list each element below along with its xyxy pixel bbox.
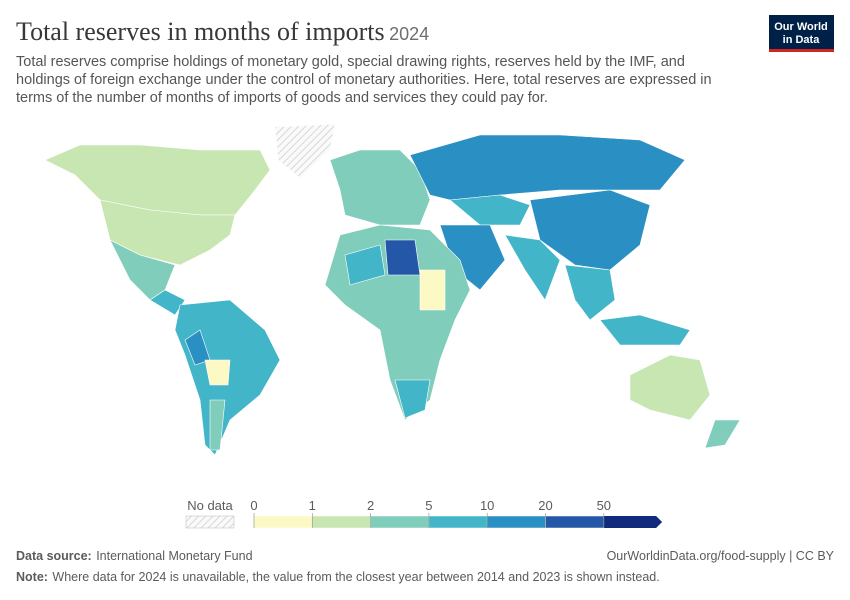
greenland <box>274 123 336 179</box>
subtitle: Total reserves comprise holdings of mone… <box>16 54 685 70</box>
southeast-asia <box>564 264 616 321</box>
legend-tick-label: 1 <box>309 498 316 513</box>
central-asia <box>449 194 531 226</box>
china <box>529 189 651 271</box>
note: Note: Where data for 2024 is unavailable… <box>16 568 660 585</box>
legend-tick-label: 50 <box>597 498 611 513</box>
no-data-swatch <box>185 515 235 529</box>
legend-tick-label: 2 <box>367 498 374 513</box>
indonesia <box>599 314 691 346</box>
logo-text: in Data <box>783 34 821 46</box>
legend-tick-label: 20 <box>538 498 552 513</box>
legend-bin <box>253 515 313 529</box>
subtitle: holdings of foreign exchange under the c… <box>16 72 712 88</box>
europe <box>329 149 431 226</box>
legend-tick-label: 10 <box>480 498 494 513</box>
legend-bin <box>486 515 546 529</box>
central-america <box>149 289 186 316</box>
url[interactable]: OurWorldinData.org/food-supply | CC BY <box>607 549 835 563</box>
new-zealand <box>704 419 741 449</box>
bolivia <box>204 359 231 386</box>
algeria <box>344 244 386 286</box>
logo[interactable]: Our World in Data <box>769 15 834 52</box>
libya <box>384 239 421 276</box>
legend-bin <box>603 516 663 528</box>
source: Data source: International Monetary Fund <box>16 547 253 564</box>
russia <box>409 134 686 201</box>
legend: No data 0 1 2 5 10 20 50 <box>185 498 663 529</box>
india <box>504 234 561 301</box>
legend-tick-label: 5 <box>425 498 432 513</box>
legend-bin <box>312 515 371 529</box>
legend-bin <box>428 515 488 529</box>
legend-bin <box>545 515 605 529</box>
legend-bin <box>370 515 430 529</box>
argentina <box>209 399 226 451</box>
legend-tick-label: 0 <box>250 498 257 513</box>
sudan <box>419 269 446 311</box>
map <box>44 123 741 456</box>
australia <box>629 354 711 421</box>
canada <box>44 144 271 216</box>
no-data-label: No data <box>187 498 233 513</box>
south-africa <box>394 379 431 419</box>
logo-text: Our World <box>774 21 828 33</box>
subtitle: terms of the number of months of imports… <box>16 90 548 106</box>
title: Total reserves in months of imports 2024 <box>16 17 429 46</box>
